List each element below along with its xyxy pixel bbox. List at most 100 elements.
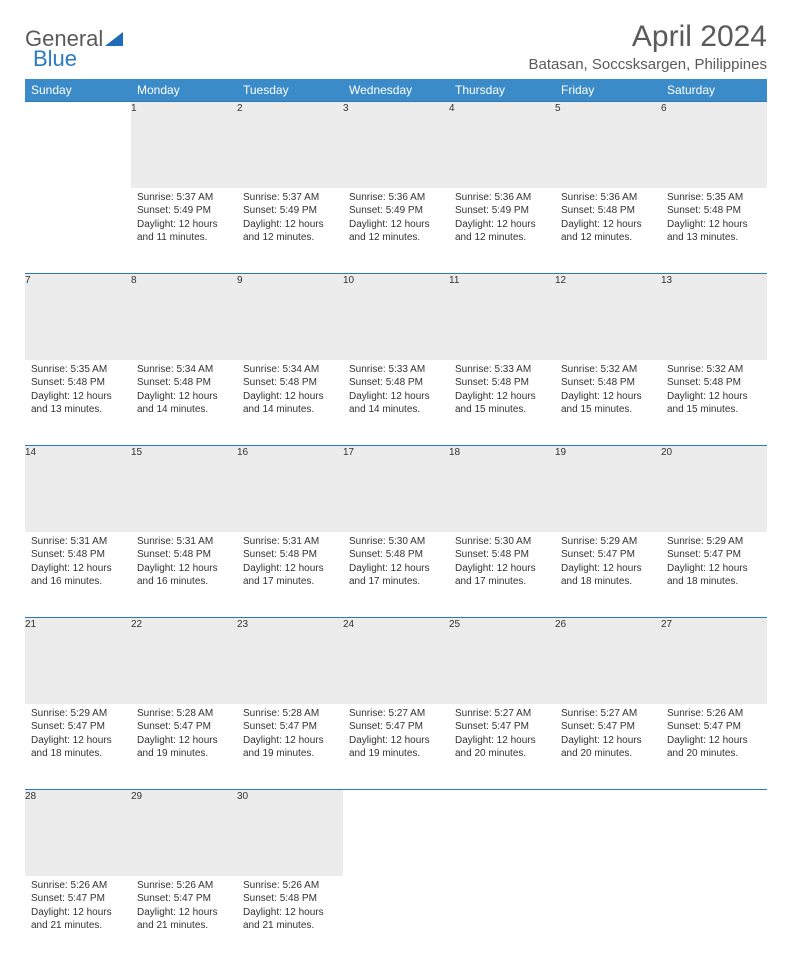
day-cell-content: Sunrise: 5:26 AMSunset: 5:47 PMDaylight:… — [131, 876, 237, 939]
day-number: 6 — [661, 102, 767, 188]
weekday-header: Tuesday — [237, 79, 343, 102]
location-text: Batasan, Soccsksargen, Philippines — [529, 56, 767, 73]
sunset-text: Sunset: 5:47 PM — [31, 892, 125, 906]
sunrise-text: Sunrise: 5:32 AM — [561, 363, 655, 377]
day-number — [661, 790, 767, 876]
daylight-text: Daylight: 12 hours and 16 minutes. — [31, 562, 125, 589]
sunset-text: Sunset: 5:48 PM — [455, 376, 549, 390]
day-cell-content: Sunrise: 5:32 AMSunset: 5:48 PMDaylight:… — [661, 360, 767, 423]
day-cell-content: Sunrise: 5:31 AMSunset: 5:48 PMDaylight:… — [237, 532, 343, 595]
day-cell-content: Sunrise: 5:32 AMSunset: 5:48 PMDaylight:… — [555, 360, 661, 423]
day-cell-content: Sunrise: 5:36 AMSunset: 5:49 PMDaylight:… — [449, 188, 555, 251]
day-cell — [661, 876, 767, 962]
daylight-text: Daylight: 12 hours and 14 minutes. — [137, 390, 231, 417]
day-cell-content: Sunrise: 5:33 AMSunset: 5:48 PMDaylight:… — [343, 360, 449, 423]
day-cell-content: Sunrise: 5:29 AMSunset: 5:47 PMDaylight:… — [25, 704, 131, 767]
daylight-text: Daylight: 12 hours and 12 minutes. — [561, 218, 655, 245]
sunset-text: Sunset: 5:48 PM — [137, 376, 231, 390]
weekday-header: Friday — [555, 79, 661, 102]
sunrise-text: Sunrise: 5:35 AM — [667, 191, 761, 205]
day-cell-content: Sunrise: 5:37 AMSunset: 5:49 PMDaylight:… — [237, 188, 343, 251]
day-cell: Sunrise: 5:26 AMSunset: 5:47 PMDaylight:… — [661, 704, 767, 790]
day-number: 21 — [25, 618, 131, 704]
sunrise-text: Sunrise: 5:31 AM — [243, 535, 337, 549]
day-number: 15 — [131, 446, 237, 532]
daylight-text: Daylight: 12 hours and 18 minutes. — [31, 734, 125, 761]
daylight-text: Daylight: 12 hours and 21 minutes. — [31, 906, 125, 933]
sunset-text: Sunset: 5:49 PM — [243, 204, 337, 218]
sunrise-text: Sunrise: 5:36 AM — [349, 191, 443, 205]
day-cell: Sunrise: 5:27 AMSunset: 5:47 PMDaylight:… — [555, 704, 661, 790]
day-cell-content: Sunrise: 5:27 AMSunset: 5:47 PMDaylight:… — [343, 704, 449, 767]
day-content-row: Sunrise: 5:35 AMSunset: 5:48 PMDaylight:… — [25, 360, 767, 446]
daylight-text: Daylight: 12 hours and 13 minutes. — [667, 218, 761, 245]
sunset-text: Sunset: 5:48 PM — [455, 548, 549, 562]
day-content-row: Sunrise: 5:26 AMSunset: 5:47 PMDaylight:… — [25, 876, 767, 962]
day-number: 14 — [25, 446, 131, 532]
day-cell: Sunrise: 5:36 AMSunset: 5:49 PMDaylight:… — [343, 188, 449, 274]
day-number: 4 — [449, 102, 555, 188]
daylight-text: Daylight: 12 hours and 20 minutes. — [455, 734, 549, 761]
day-number: 7 — [25, 274, 131, 360]
day-number: 24 — [343, 618, 449, 704]
daylight-text: Daylight: 12 hours and 14 minutes. — [243, 390, 337, 417]
day-cell — [555, 876, 661, 962]
daylight-text: Daylight: 12 hours and 21 minutes. — [243, 906, 337, 933]
daylight-text: Daylight: 12 hours and 11 minutes. — [137, 218, 231, 245]
daynum-row: 123456 — [25, 102, 767, 188]
sunrise-text: Sunrise: 5:35 AM — [31, 363, 125, 377]
sunrise-text: Sunrise: 5:27 AM — [455, 707, 549, 721]
sunset-text: Sunset: 5:49 PM — [137, 204, 231, 218]
day-cell — [343, 876, 449, 962]
daynum-row: 282930 — [25, 790, 767, 876]
sunrise-text: Sunrise: 5:34 AM — [243, 363, 337, 377]
day-cell: Sunrise: 5:27 AMSunset: 5:47 PMDaylight:… — [343, 704, 449, 790]
daylight-text: Daylight: 12 hours and 14 minutes. — [349, 390, 443, 417]
day-number: 23 — [237, 618, 343, 704]
day-cell: Sunrise: 5:31 AMSunset: 5:48 PMDaylight:… — [131, 532, 237, 618]
day-cell-content: Sunrise: 5:27 AMSunset: 5:47 PMDaylight:… — [555, 704, 661, 767]
weekday-header: Saturday — [661, 79, 767, 102]
sunset-text: Sunset: 5:48 PM — [667, 204, 761, 218]
daylight-text: Daylight: 12 hours and 15 minutes. — [455, 390, 549, 417]
day-cell: Sunrise: 5:28 AMSunset: 5:47 PMDaylight:… — [131, 704, 237, 790]
day-cell-content: Sunrise: 5:27 AMSunset: 5:47 PMDaylight:… — [449, 704, 555, 767]
day-cell: Sunrise: 5:37 AMSunset: 5:49 PMDaylight:… — [237, 188, 343, 274]
sunrise-text: Sunrise: 5:31 AM — [137, 535, 231, 549]
day-cell: Sunrise: 5:27 AMSunset: 5:47 PMDaylight:… — [449, 704, 555, 790]
day-cell-content: Sunrise: 5:36 AMSunset: 5:48 PMDaylight:… — [555, 188, 661, 251]
day-cell-content: Sunrise: 5:26 AMSunset: 5:48 PMDaylight:… — [237, 876, 343, 939]
title-block: April 2024 Batasan, Soccsksargen, Philip… — [529, 20, 767, 73]
sunset-text: Sunset: 5:48 PM — [31, 548, 125, 562]
sunset-text: Sunset: 5:48 PM — [31, 376, 125, 390]
day-cell: Sunrise: 5:33 AMSunset: 5:48 PMDaylight:… — [449, 360, 555, 446]
daylight-text: Daylight: 12 hours and 17 minutes. — [243, 562, 337, 589]
day-number: 12 — [555, 274, 661, 360]
day-cell: Sunrise: 5:34 AMSunset: 5:48 PMDaylight:… — [131, 360, 237, 446]
day-cell: Sunrise: 5:30 AMSunset: 5:48 PMDaylight:… — [343, 532, 449, 618]
sunrise-text: Sunrise: 5:36 AM — [561, 191, 655, 205]
sunset-text: Sunset: 5:47 PM — [349, 720, 443, 734]
sunrise-text: Sunrise: 5:26 AM — [667, 707, 761, 721]
day-cell-content: Sunrise: 5:26 AMSunset: 5:47 PMDaylight:… — [25, 876, 131, 939]
day-number: 1 — [131, 102, 237, 188]
daylight-text: Daylight: 12 hours and 16 minutes. — [137, 562, 231, 589]
day-number: 2 — [237, 102, 343, 188]
day-cell: Sunrise: 5:31 AMSunset: 5:48 PMDaylight:… — [25, 532, 131, 618]
sunrise-text: Sunrise: 5:34 AM — [137, 363, 231, 377]
daylight-text: Daylight: 12 hours and 18 minutes. — [667, 562, 761, 589]
sunset-text: Sunset: 5:47 PM — [561, 720, 655, 734]
daylight-text: Daylight: 12 hours and 19 minutes. — [349, 734, 443, 761]
daylight-text: Daylight: 12 hours and 20 minutes. — [667, 734, 761, 761]
daylight-text: Daylight: 12 hours and 12 minutes. — [243, 218, 337, 245]
day-number: 22 — [131, 618, 237, 704]
daylight-text: Daylight: 12 hours and 21 minutes. — [137, 906, 231, 933]
day-cell-content: Sunrise: 5:35 AMSunset: 5:48 PMDaylight:… — [661, 188, 767, 251]
daylight-text: Daylight: 12 hours and 12 minutes. — [455, 218, 549, 245]
sunrise-text: Sunrise: 5:36 AM — [455, 191, 549, 205]
day-cell-content: Sunrise: 5:28 AMSunset: 5:47 PMDaylight:… — [237, 704, 343, 767]
daylight-text: Daylight: 12 hours and 15 minutes. — [561, 390, 655, 417]
day-cell — [25, 188, 131, 274]
sunset-text: Sunset: 5:47 PM — [455, 720, 549, 734]
sunrise-text: Sunrise: 5:29 AM — [667, 535, 761, 549]
